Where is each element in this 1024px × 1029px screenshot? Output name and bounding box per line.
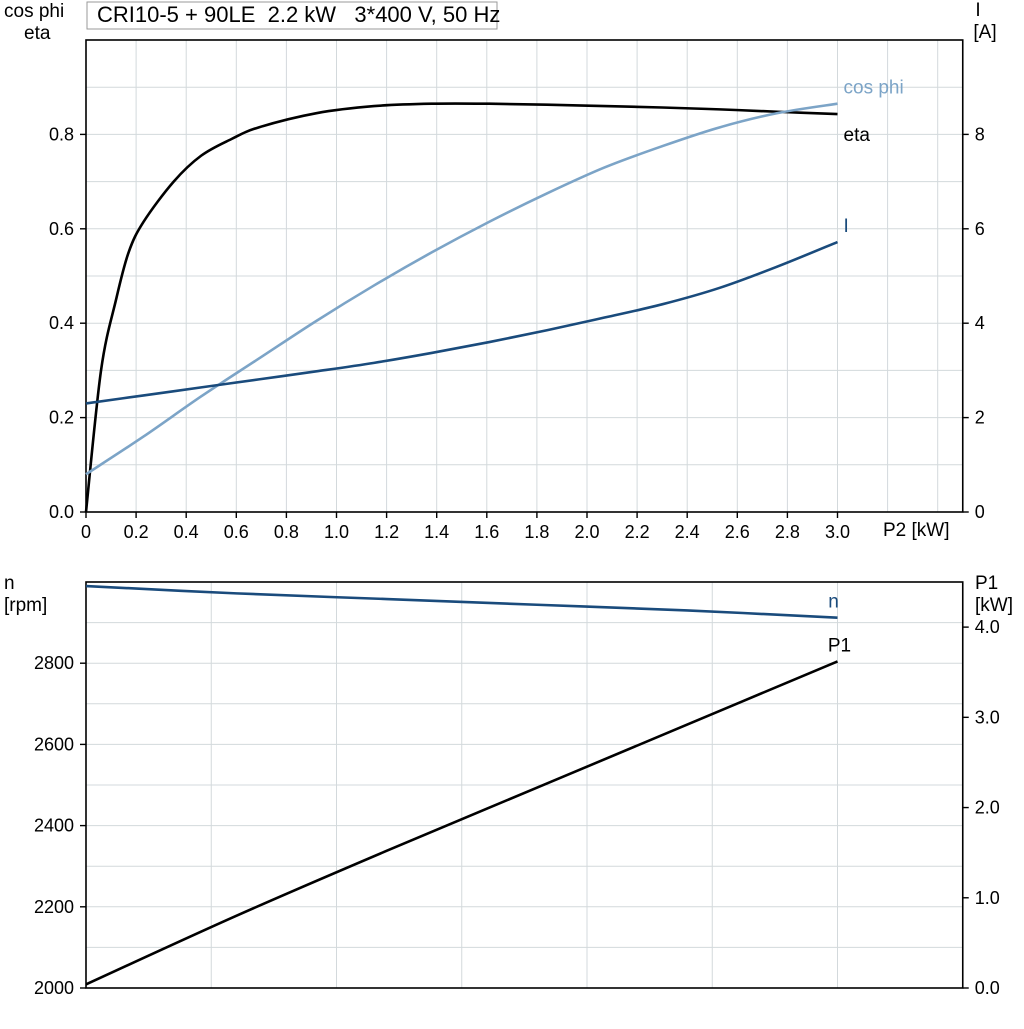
svg-text:0: 0 <box>81 522 91 542</box>
svg-text:P1: P1 <box>828 635 851 656</box>
svg-text:4.0: 4.0 <box>975 617 1000 637</box>
svg-text:P1: P1 <box>975 573 998 594</box>
svg-text:[rpm]: [rpm] <box>4 595 47 616</box>
svg-text:1.2: 1.2 <box>374 522 399 542</box>
svg-text:6: 6 <box>975 219 985 239</box>
svg-text:2: 2 <box>975 408 985 428</box>
svg-text:2000: 2000 <box>34 978 74 998</box>
svg-text:4: 4 <box>975 313 985 333</box>
svg-text:1.6: 1.6 <box>474 522 499 542</box>
svg-text:2.0: 2.0 <box>975 798 1000 818</box>
svg-text:1.4: 1.4 <box>424 522 449 542</box>
svg-text:1.0: 1.0 <box>324 522 349 542</box>
svg-text:cos phi: cos phi <box>844 78 904 99</box>
svg-text:0.0: 0.0 <box>49 502 74 522</box>
svg-text:2.2: 2.2 <box>625 522 650 542</box>
svg-text:2.6: 2.6 <box>725 522 750 542</box>
svg-text:2800: 2800 <box>34 653 74 673</box>
svg-text:2.0: 2.0 <box>574 522 599 542</box>
svg-text:I: I <box>844 216 849 237</box>
svg-text:0.6: 0.6 <box>49 219 74 239</box>
svg-text:0.0: 0.0 <box>975 978 1000 998</box>
svg-text:0: 0 <box>975 502 985 522</box>
svg-text:eta: eta <box>844 125 871 146</box>
svg-text:2.4: 2.4 <box>675 522 700 542</box>
svg-text:n: n <box>828 592 839 613</box>
svg-text:0.4: 0.4 <box>174 522 199 542</box>
svg-text:2.8: 2.8 <box>775 522 800 542</box>
svg-text:3.0: 3.0 <box>825 522 850 542</box>
svg-text:[kW]: [kW] <box>975 595 1013 616</box>
svg-text:I: I <box>975 0 980 21</box>
svg-text:0.4: 0.4 <box>49 313 74 333</box>
svg-text:8: 8 <box>975 124 985 144</box>
svg-text:3.0: 3.0 <box>975 707 1000 727</box>
svg-text:2400: 2400 <box>34 816 74 836</box>
svg-text:2200: 2200 <box>34 897 74 917</box>
svg-text:P2 [kW]: P2 [kW] <box>883 520 950 541</box>
svg-text:0.2: 0.2 <box>49 408 74 428</box>
svg-text:0.6: 0.6 <box>224 522 249 542</box>
svg-text:1.0: 1.0 <box>975 888 1000 908</box>
svg-text:0.8: 0.8 <box>49 124 74 144</box>
svg-text:2600: 2600 <box>34 734 74 754</box>
svg-text:[A]: [A] <box>973 22 996 43</box>
svg-text:1.8: 1.8 <box>524 522 549 542</box>
svg-text:eta: eta <box>24 23 51 44</box>
svg-text:0.2: 0.2 <box>124 522 149 542</box>
svg-text:CRI10-5 + 90LE 2.2 kW 3*400: CRI10-5 + 90LE 2.2 kW 3*400 V, 50 Hz <box>97 2 500 27</box>
svg-text:cos phi: cos phi <box>4 1 64 22</box>
svg-text:0.8: 0.8 <box>274 522 299 542</box>
svg-text:n: n <box>4 573 15 594</box>
